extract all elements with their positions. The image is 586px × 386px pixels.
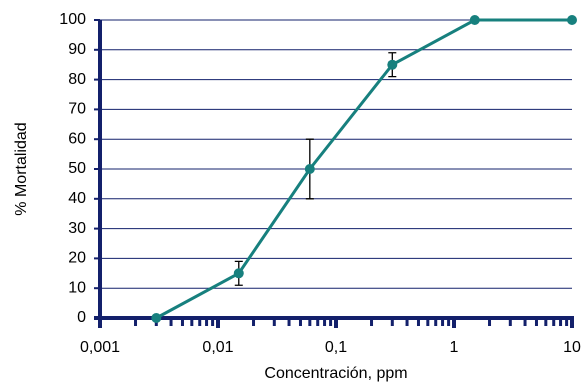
y-tick-label: 100 (59, 11, 86, 28)
data-point (567, 15, 577, 25)
x-tick-label: 10 (563, 339, 581, 356)
y-tick-label: 70 (68, 101, 86, 118)
y-tick-label: 0 (77, 309, 86, 326)
y-tick-label: 50 (68, 160, 86, 177)
data-point (151, 313, 162, 323)
x-tick-label: 1 (450, 339, 459, 356)
y-tick-label: 80 (68, 71, 86, 88)
data-point (469, 15, 480, 25)
data-point (304, 164, 315, 174)
x-tick-label: 0,001 (80, 339, 120, 356)
y-tick-label: 20 (68, 250, 86, 267)
x-tick-label: 0,01 (202, 339, 233, 356)
data-line (155, 18, 572, 320)
data-point (233, 268, 244, 279)
y-tick-label: 40 (68, 190, 86, 207)
y-tick-label: 90 (68, 41, 86, 58)
x-tick-label: 0,1 (325, 339, 347, 356)
y-axis-title: % Mortalidad (13, 122, 30, 215)
y-tick-label: 30 (68, 220, 86, 237)
x-axis-title: Concentración, ppm (264, 365, 407, 382)
y-tick-label: 10 (68, 279, 86, 296)
y-tick-label: 60 (68, 130, 86, 147)
data-point (387, 59, 398, 70)
